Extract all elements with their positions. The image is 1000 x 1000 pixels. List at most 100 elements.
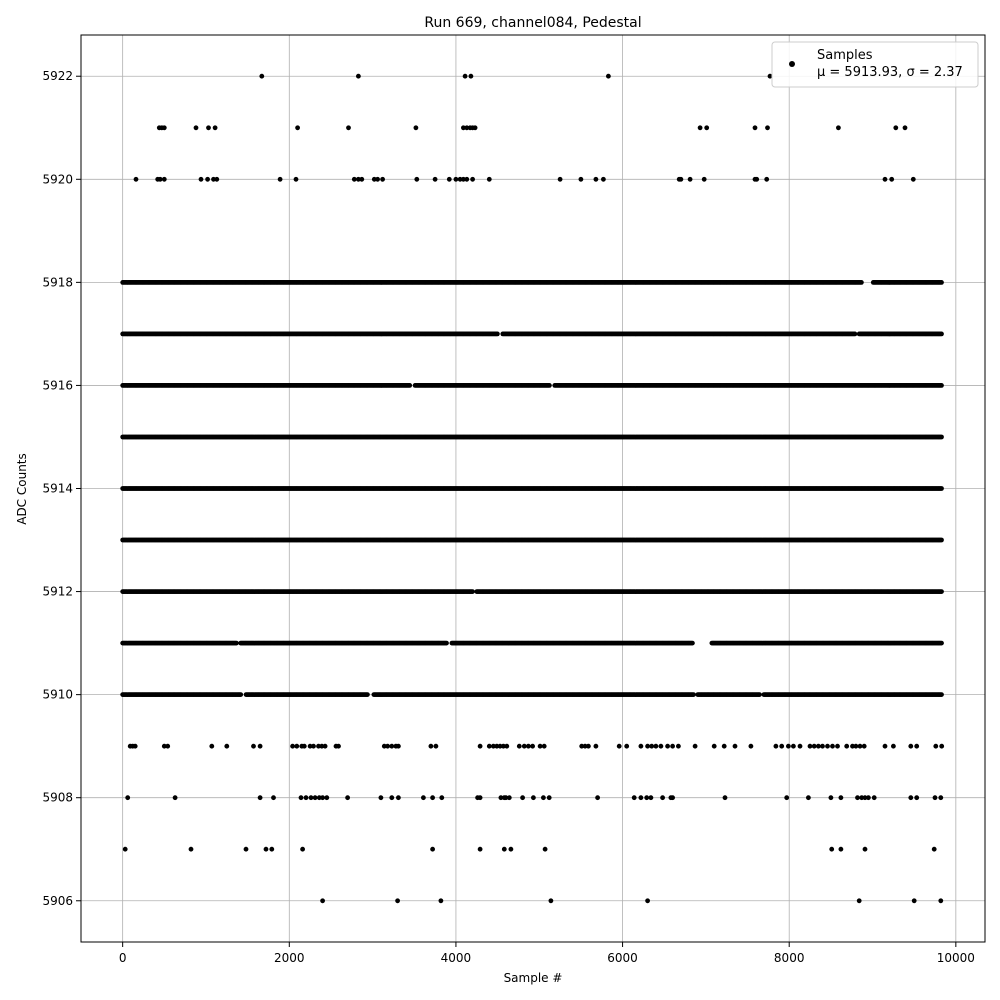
data-point <box>516 743 522 749</box>
data-point <box>546 795 552 801</box>
data-point <box>653 743 659 749</box>
data-point <box>893 125 899 131</box>
data-point <box>791 743 796 749</box>
data-point <box>933 743 939 749</box>
data-point <box>660 795 665 801</box>
data-point <box>939 743 945 749</box>
data-point <box>396 795 401 801</box>
data-point <box>193 125 199 131</box>
data-point <box>506 795 512 801</box>
data-point <box>122 846 128 852</box>
data-point <box>433 743 439 749</box>
data-point <box>461 125 466 131</box>
data-point <box>593 743 599 749</box>
data-point <box>861 743 867 749</box>
data-point <box>472 125 478 131</box>
data-point <box>557 176 563 182</box>
data-point <box>866 795 871 801</box>
data-point <box>779 743 785 749</box>
data-point <box>486 176 492 182</box>
data-point <box>578 176 584 182</box>
data-point <box>501 846 507 852</box>
data-point <box>908 795 914 801</box>
data-point <box>165 743 171 749</box>
data-point <box>857 743 863 749</box>
data-point <box>838 846 844 852</box>
data-point <box>537 743 543 749</box>
data-point <box>414 176 420 182</box>
data-point <box>665 743 670 749</box>
data-point <box>432 176 438 182</box>
data-point <box>721 743 727 749</box>
data-point <box>234 640 239 646</box>
data-point <box>172 795 178 801</box>
data-point <box>298 795 304 801</box>
data-point <box>541 743 547 749</box>
data-point <box>816 743 821 749</box>
data-point <box>910 176 916 182</box>
data-point <box>322 743 328 749</box>
data-point <box>786 743 791 749</box>
data-point <box>687 176 693 182</box>
data-point <box>439 795 445 801</box>
data-point <box>381 743 387 749</box>
data-point <box>430 846 435 852</box>
data-point <box>722 795 728 801</box>
data-point <box>828 795 834 801</box>
data-point <box>501 743 506 749</box>
data-point <box>806 795 811 801</box>
data-point <box>324 795 330 801</box>
data-point <box>649 743 655 749</box>
data-point <box>829 846 835 852</box>
data-point <box>701 176 707 182</box>
data-point <box>914 743 920 749</box>
data-point <box>939 434 944 440</box>
data-point <box>320 898 325 904</box>
data-point <box>498 795 504 801</box>
data-point <box>836 125 841 131</box>
data-point <box>375 176 380 182</box>
data-point <box>224 743 230 749</box>
data-point <box>531 795 536 801</box>
data-point <box>477 846 483 852</box>
data-point <box>648 795 654 801</box>
data-point <box>624 743 630 749</box>
data-point <box>541 795 546 801</box>
data-point <box>428 743 434 749</box>
data-point <box>508 846 514 852</box>
data-point <box>385 743 390 749</box>
data-point <box>784 795 790 801</box>
data-point <box>494 743 500 749</box>
data-point <box>470 176 475 182</box>
data-point <box>464 125 470 131</box>
data-point <box>811 743 817 749</box>
data-points <box>120 73 945 904</box>
data-point <box>820 743 825 749</box>
data-point <box>161 125 167 131</box>
data-point <box>133 176 139 182</box>
data-point <box>389 743 395 749</box>
data-point <box>645 743 650 749</box>
data-point <box>438 898 444 904</box>
data-point <box>461 176 466 182</box>
data-point <box>692 743 698 749</box>
data-point <box>301 743 307 749</box>
data-point <box>365 692 370 697</box>
data-point <box>413 125 419 131</box>
data-point <box>767 73 773 79</box>
data-point <box>430 795 435 801</box>
data-point <box>859 795 865 801</box>
data-point <box>938 898 944 904</box>
data-point <box>732 743 738 749</box>
data-point <box>911 898 917 904</box>
data-point <box>830 743 835 749</box>
data-point <box>290 743 295 749</box>
data-point <box>595 795 600 801</box>
data-point <box>300 846 305 852</box>
data-point <box>616 743 622 749</box>
data-point <box>389 795 395 801</box>
data-point <box>939 537 944 543</box>
data-point <box>520 795 525 801</box>
data-point <box>395 898 400 904</box>
data-point <box>295 125 300 131</box>
